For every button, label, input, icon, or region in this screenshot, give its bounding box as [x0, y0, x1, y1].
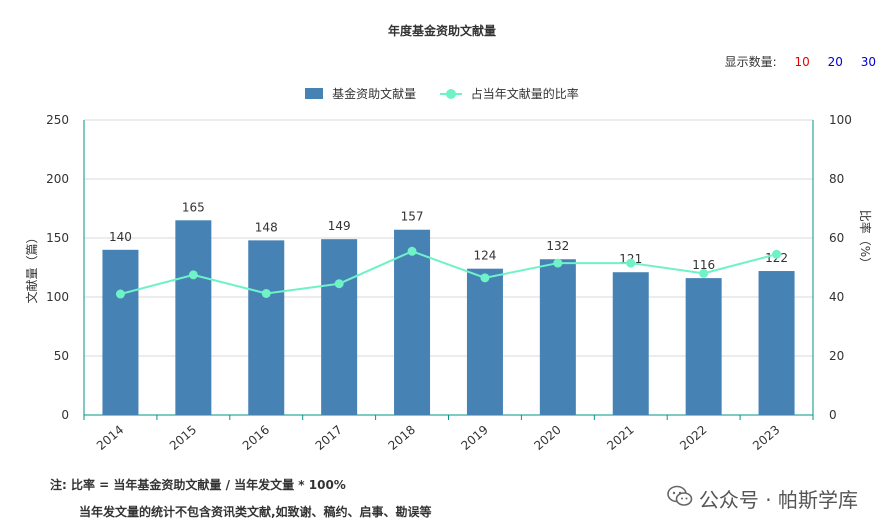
count-option-20[interactable]: 20 [827, 55, 843, 69]
ratio-point [480, 273, 490, 283]
ratio-point [699, 268, 709, 278]
combo-chart: 文献量（篇） 比率（%） 0 50 100 150 200 250 0 20 40 60 80 100… [24, 113, 873, 453]
ratio-point [407, 246, 417, 256]
chart-notes: 注: 比率 = 当年基金资助文献量 / 当年发文量 * 100% 当年发文量的统… [50, 476, 432, 520]
watermark-text: 公众号 · 帕斯学库 [698, 488, 858, 512]
display-count-label: 显示数量: [724, 55, 777, 69]
bar-value-label: 165 [182, 200, 205, 214]
y-tick-label: 100 [46, 290, 69, 304]
y2-tick-label: 80 [829, 172, 844, 186]
y-tick-label: 200 [46, 172, 69, 186]
y2-axis-label: 比率（%） [858, 210, 873, 269]
y2-tick-label: 0 [829, 408, 837, 422]
y-tick-label: 250 [46, 113, 69, 127]
bar [539, 259, 576, 415]
count-option-10[interactable]: 10 [794, 55, 810, 69]
bar [321, 239, 358, 415]
bar-value-label: 124 [473, 249, 496, 263]
legend-bar-swatch [305, 88, 324, 99]
x-tick-label: 2017 [313, 423, 345, 453]
y-axis-label: 文献量（篇） [24, 231, 39, 303]
bar [102, 249, 139, 415]
bar [758, 271, 795, 415]
y2-tick-label: 60 [829, 231, 844, 245]
y-tick-label: 0 [61, 408, 69, 422]
note-exclusion: 当年发文量的统计不包含资讯类文献,如致谢、稿约、启事、勘误等 [79, 505, 432, 519]
ratio-line [120, 250, 777, 296]
ratio-point [626, 258, 636, 268]
legend-item-line[interactable]: 占当年文献量的比率 [439, 85, 579, 102]
x-tick-label: 2014 [94, 423, 126, 453]
y-tick-label: 150 [46, 231, 69, 245]
display-count-selector: 显示数量: 10 20 30 [725, 53, 876, 70]
y2-tick-label: 40 [829, 290, 844, 304]
bar-value-label: 149 [328, 219, 351, 233]
x-tick-label: 2016 [240, 423, 272, 453]
bar-value-label: 140 [109, 230, 132, 244]
bar [612, 272, 649, 415]
ratio-point [261, 288, 271, 298]
bar-value-label: 148 [255, 220, 278, 234]
note-ratio-formula: 注: 比率 = 当年基金资助文献量 / 当年发文量 * 100% [50, 478, 346, 492]
bar-value-label: 116 [692, 258, 715, 272]
ratio-point [553, 258, 563, 268]
legend-item-bar[interactable]: 基金资助文献量 [305, 85, 416, 102]
legend-bar-label: 基金资助文献量 [332, 87, 417, 101]
bar [175, 220, 212, 415]
x-tick-label: 2021 [604, 423, 636, 453]
ratio-point [188, 270, 198, 280]
legend-line-label: 占当年文献量的比率 [470, 87, 579, 101]
bar [466, 268, 503, 415]
ratio-point [115, 289, 125, 299]
bar [685, 278, 722, 415]
y-tick-label: 50 [54, 349, 69, 363]
watermark: 公众号 · 帕斯学库 [667, 484, 858, 513]
ratio-point [334, 279, 344, 289]
chart-title: 年度基金资助文献量 [387, 24, 496, 38]
bar-value-label: 132 [546, 239, 569, 253]
ratio-point [772, 249, 782, 259]
x-tick-label: 2020 [531, 423, 563, 453]
legend-line-swatch [439, 88, 462, 99]
chart-legend: 基金资助文献量 占当年文献量的比率 [0, 85, 884, 102]
y2-tick-label: 20 [829, 349, 844, 363]
x-tick-label: 2019 [458, 423, 490, 453]
bar [248, 240, 285, 415]
y2-tick-label: 100 [829, 113, 852, 127]
x-tick-label: 2015 [167, 423, 199, 453]
x-tick-label: 2023 [750, 423, 782, 453]
x-tick-label: 2022 [677, 423, 709, 453]
wechat-icon [667, 485, 693, 512]
count-option-30[interactable]: 30 [860, 55, 876, 69]
x-tick-label: 2018 [386, 423, 418, 453]
bar [394, 229, 431, 415]
bar-value-label: 157 [401, 210, 424, 224]
